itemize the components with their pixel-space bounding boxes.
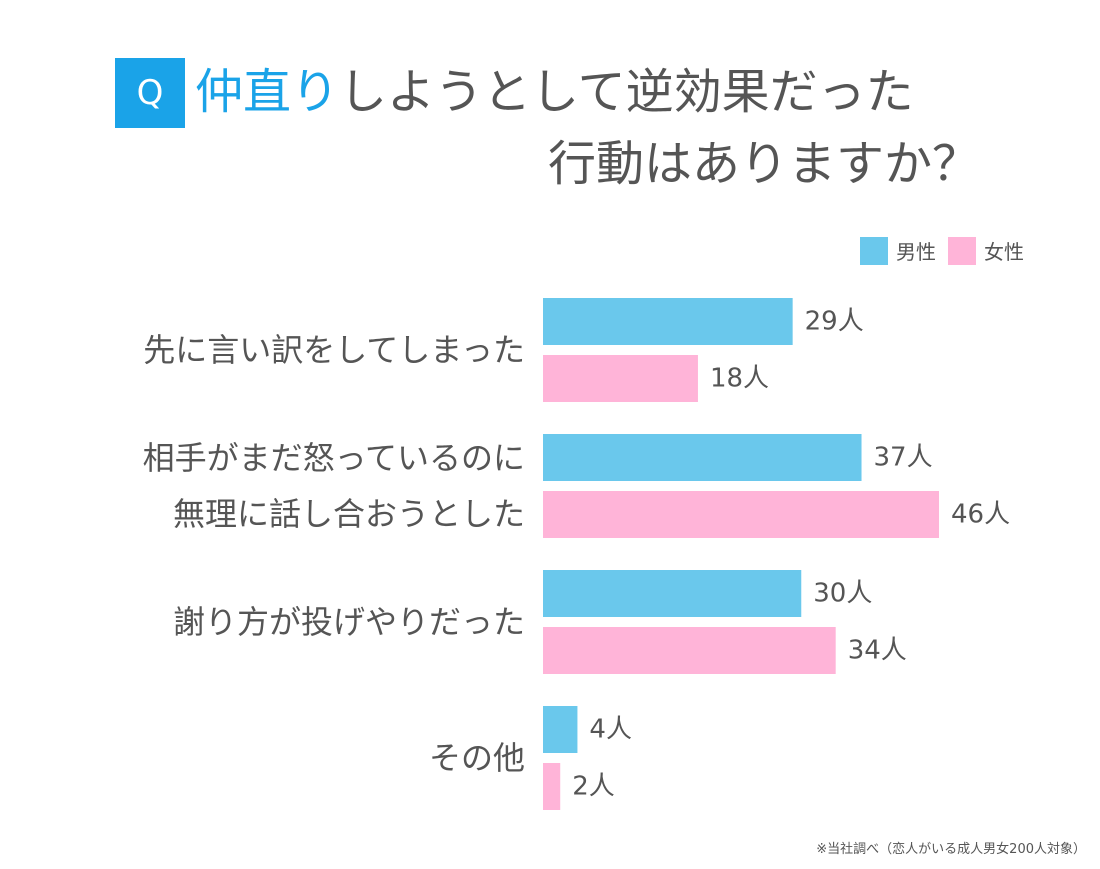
category-label: 先に言い訳をしてしまった: [143, 331, 525, 369]
chart-title-line2: 行動はありますか？: [547, 136, 980, 192]
question-badge: Q: [115, 58, 185, 128]
data-label: 46人: [951, 500, 1010, 530]
bar-male: [543, 434, 862, 481]
legend-label-female: 女性: [984, 240, 1024, 264]
data-label: 34人: [848, 636, 907, 666]
bar-female: [543, 491, 939, 538]
title-rest: しようとして逆効果だった: [339, 64, 914, 120]
chart-title: 仲直りしようとして逆効果だった: [195, 56, 914, 128]
legend-label-male: 男性: [896, 240, 936, 264]
bar-male: [543, 706, 578, 753]
data-label: 18人: [710, 364, 769, 394]
category-label: その他: [429, 739, 525, 777]
footnote: ※当社調べ（恋人がいる成人男女200人対象）: [816, 842, 1086, 857]
legend: 男性 女性: [860, 236, 1024, 265]
legend-swatch-female: [948, 236, 976, 265]
bar-female: [543, 355, 698, 402]
category-label: 謝り方が投げやりだった: [173, 603, 525, 641]
legend-item-female: 女性: [948, 236, 1024, 265]
data-label: 30人: [813, 579, 872, 609]
legend-swatch-male: [860, 236, 888, 265]
category-label: 無理に話し合おうとした: [173, 495, 525, 533]
bar-female: [543, 627, 836, 674]
bar-male: [543, 298, 793, 345]
legend-item-male: 男性: [860, 236, 936, 265]
data-label: 37人: [874, 443, 933, 473]
data-label: 2人: [572, 772, 615, 802]
bar-male: [543, 570, 802, 617]
bar-female: [543, 763, 561, 810]
data-label: 4人: [589, 715, 632, 745]
category-label: 相手がまだ怒っているのに: [143, 439, 525, 477]
data-label: 29人: [805, 307, 864, 337]
title-highlight: 仲直り: [195, 64, 340, 120]
